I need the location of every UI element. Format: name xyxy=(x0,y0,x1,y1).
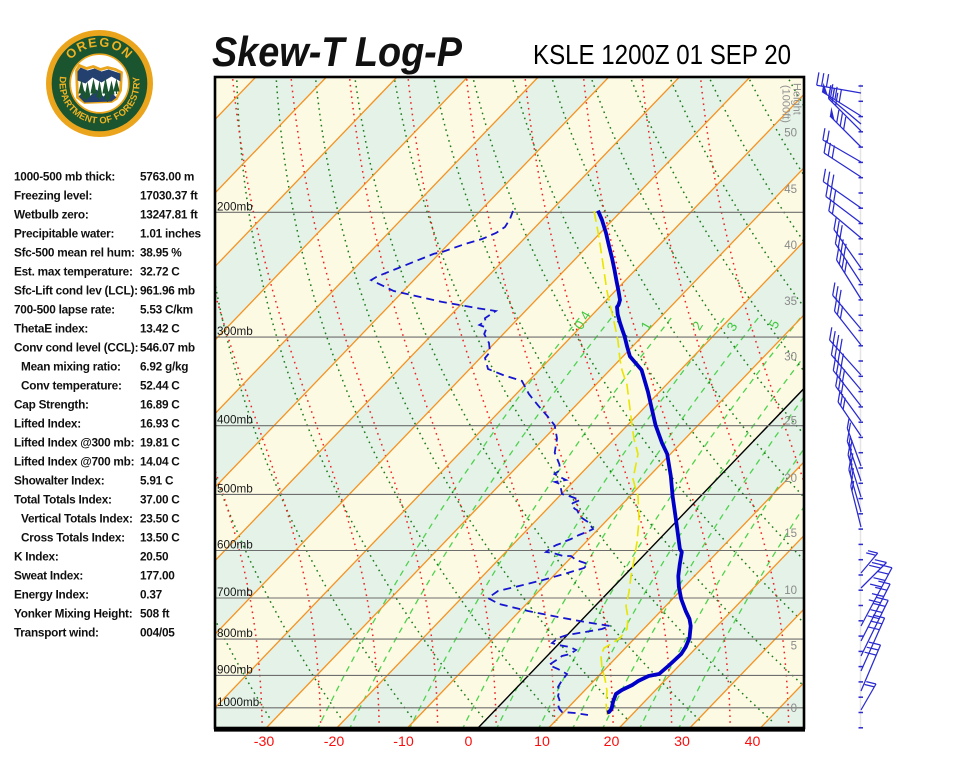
svg-text:50: 50 xyxy=(784,128,797,140)
svg-text:700-500 lapse rate:: 700-500 lapse rate: xyxy=(14,302,115,316)
svg-text:Precipitable water:: Precipitable water: xyxy=(14,226,114,240)
svg-text:23.50 C: 23.50 C xyxy=(140,511,180,525)
svg-text:Est. max temperature:: Est. max temperature: xyxy=(14,264,133,278)
svg-text:546.07 mb: 546.07 mb xyxy=(140,340,195,354)
svg-text:Showalter Index:: Showalter Index: xyxy=(14,473,104,487)
svg-text:Lifted Index:: Lifted Index: xyxy=(14,416,81,430)
svg-text:15: 15 xyxy=(784,528,797,540)
svg-text:13247.81 ft: 13247.81 ft xyxy=(140,207,198,221)
svg-text:1000mb: 1000mb xyxy=(217,696,260,709)
svg-text:Energy Index:: Energy Index: xyxy=(14,587,89,601)
svg-text:200mb: 200mb xyxy=(217,200,253,213)
svg-text:Cross Totals Index:: Cross Totals Index: xyxy=(21,530,125,544)
svg-text:(1000ft): (1000ft) xyxy=(780,85,792,123)
svg-text:Sweat Index:: Sweat Index: xyxy=(14,568,83,582)
svg-text:508 ft: 508 ft xyxy=(140,606,170,620)
svg-text:400mb: 400mb xyxy=(217,414,253,427)
svg-text:52.44 C: 52.44 C xyxy=(140,378,180,392)
svg-text:Freezing level:: Freezing level: xyxy=(14,188,92,202)
svg-text:20: 20 xyxy=(604,734,620,750)
svg-text:1.01 inches: 1.01 inches xyxy=(140,226,202,240)
svg-text:45: 45 xyxy=(784,184,797,196)
svg-text:K Index:: K Index: xyxy=(14,549,59,563)
svg-text:Transport wind:: Transport wind: xyxy=(14,625,99,639)
svg-text:ThetaE index:: ThetaE index: xyxy=(14,321,88,335)
svg-text:5.91 C: 5.91 C xyxy=(140,473,174,487)
svg-text:Vertical Totals Index:: Vertical Totals Index: xyxy=(21,511,133,525)
svg-text:700mb: 700mb xyxy=(217,586,253,599)
svg-text:Conv cond level (CCL):: Conv cond level (CCL): xyxy=(14,340,138,354)
svg-text:17030.37 ft: 17030.37 ft xyxy=(140,188,198,202)
svg-text:900mb: 900mb xyxy=(217,663,253,676)
svg-text:10: 10 xyxy=(534,734,550,750)
svg-text:Mean mixing ratio:: Mean mixing ratio: xyxy=(21,359,121,373)
svg-text:KSLE 1200Z 01 SEP 20: KSLE 1200Z 01 SEP 20 xyxy=(533,39,791,70)
svg-text:20: 20 xyxy=(784,473,797,485)
svg-text:10: 10 xyxy=(784,585,797,597)
svg-text:0: 0 xyxy=(791,703,797,715)
svg-text:Cap Strength:: Cap Strength: xyxy=(14,397,89,411)
svg-text:40: 40 xyxy=(784,240,797,252)
svg-text:Yonker Mixing Height:: Yonker Mixing Height: xyxy=(14,606,132,620)
svg-text:25: 25 xyxy=(784,416,797,428)
svg-text:Height: Height xyxy=(791,83,803,115)
svg-text:38.95 %: 38.95 % xyxy=(140,245,182,259)
svg-text:1000-500 mb thick:: 1000-500 mb thick: xyxy=(14,169,115,183)
svg-text:16.93 C: 16.93 C xyxy=(140,416,180,430)
svg-text:004/05: 004/05 xyxy=(140,625,175,639)
svg-text:5.53 C/km: 5.53 C/km xyxy=(140,302,193,316)
svg-text:Conv temperature:: Conv temperature: xyxy=(21,378,122,392)
svg-text:Lifted Index @300 mb:: Lifted Index @300 mb: xyxy=(14,435,134,449)
svg-text:30: 30 xyxy=(784,352,797,364)
svg-text:600mb: 600mb xyxy=(217,539,253,552)
svg-text:16.89 C: 16.89 C xyxy=(140,397,180,411)
svg-text:20.50: 20.50 xyxy=(140,549,169,563)
svg-text:-20: -20 xyxy=(324,734,345,750)
svg-text:35: 35 xyxy=(784,296,797,308)
svg-text:0.37: 0.37 xyxy=(140,587,163,601)
svg-text:300mb: 300mb xyxy=(217,325,253,338)
svg-text:14.04 C: 14.04 C xyxy=(140,454,180,468)
svg-text:6.92 g/kg: 6.92 g/kg xyxy=(140,359,188,373)
svg-text:37.00 C: 37.00 C xyxy=(140,492,180,506)
svg-text:-30: -30 xyxy=(254,734,275,750)
svg-text:Lifted Index @700 mb:: Lifted Index @700 mb: xyxy=(14,454,134,468)
svg-text:Skew-T Log-P: Skew-T Log-P xyxy=(212,28,463,75)
svg-text:5763.00 m: 5763.00 m xyxy=(140,169,194,183)
svg-text:19.81 C: 19.81 C xyxy=(140,435,180,449)
svg-text:0: 0 xyxy=(465,734,473,750)
svg-text:32.72 C: 32.72 C xyxy=(140,264,180,278)
svg-text:5: 5 xyxy=(791,641,797,653)
svg-text:-10: -10 xyxy=(393,734,414,750)
svg-text:177.00: 177.00 xyxy=(140,568,175,582)
svg-text:Sfc-500 mean rel hum:: Sfc-500 mean rel hum: xyxy=(14,245,135,259)
svg-text:Wetbulb zero:: Wetbulb zero: xyxy=(14,207,89,221)
svg-text:800mb: 800mb xyxy=(217,627,253,640)
svg-text:13.50 C: 13.50 C xyxy=(140,530,180,544)
svg-text:30: 30 xyxy=(674,734,690,750)
svg-text:Sfc-Lift cond lev (LCL):: Sfc-Lift cond lev (LCL): xyxy=(14,283,138,297)
svg-text:13.42 C: 13.42 C xyxy=(140,321,180,335)
svg-text:500mb: 500mb xyxy=(217,482,253,495)
svg-text:Total Totals Index:: Total Totals Index: xyxy=(14,492,112,506)
svg-text:961.96 mb: 961.96 mb xyxy=(140,283,195,297)
svg-text:40: 40 xyxy=(745,734,761,750)
